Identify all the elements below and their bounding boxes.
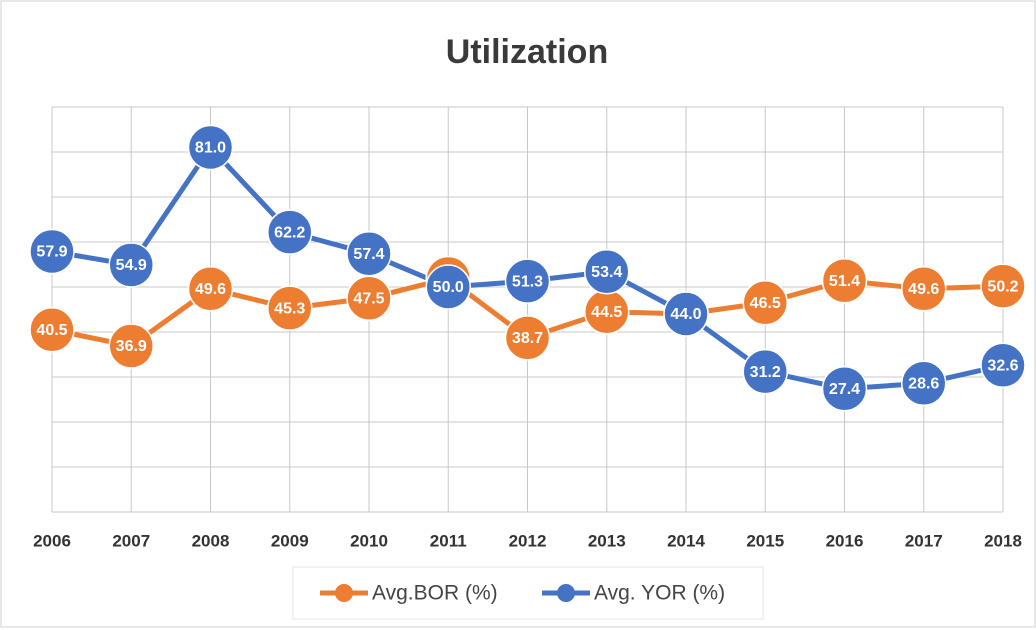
data-point: 57.9: [29, 228, 75, 275]
value-label: 49.6: [908, 281, 939, 298]
x-tick-label: 2008: [192, 531, 230, 550]
x-tick-label: 2015: [746, 531, 784, 550]
legend: [292, 566, 764, 620]
data-point: 51.4: [821, 257, 868, 304]
marker: [742, 280, 788, 326]
marker: [980, 342, 1026, 389]
marker: [187, 266, 234, 312]
legend-label: Avg.BOR (%): [372, 582, 498, 605]
value-label: 45.3: [274, 300, 305, 317]
value-label: 27.4: [829, 381, 860, 398]
marker: [267, 285, 313, 331]
data-point: 27.4: [821, 365, 868, 412]
marker: [821, 365, 868, 412]
data-point: 36.9: [108, 323, 154, 369]
data-point: 44.5: [584, 289, 630, 335]
value-label: 57.9: [36, 244, 67, 261]
x-tick-label: 2013: [588, 531, 626, 550]
marker: [584, 248, 630, 295]
marker: [108, 242, 154, 288]
value-label: 46.5: [750, 295, 781, 312]
marker: [346, 230, 392, 277]
data-point: 62.2: [267, 209, 313, 255]
data-point: 45.3: [267, 285, 313, 331]
x-tick-label: 2009: [271, 531, 309, 550]
marker: [663, 291, 709, 337]
data-point: 44.0: [663, 291, 709, 337]
value-label: 54.9: [116, 257, 147, 274]
marker: [187, 124, 234, 171]
marker: [901, 360, 947, 407]
data-point: 57.4: [346, 230, 392, 277]
value-label: 53.4: [591, 264, 622, 281]
value-label: 36.9: [116, 338, 147, 355]
data-point: 50.0: [425, 264, 471, 310]
x-tick-label: 2007: [112, 531, 150, 550]
data-point: 54.9: [108, 242, 154, 288]
marker: [267, 209, 313, 255]
marker: [901, 266, 947, 312]
x-tick-label: 2010: [350, 531, 388, 550]
legend-marker: [335, 584, 353, 602]
x-tick-label: 2014: [667, 531, 705, 550]
legend-label: Avg. YOR (%): [594, 582, 725, 605]
value-label: 81.0: [195, 140, 226, 157]
x-tick-label: 2011: [430, 531, 467, 550]
x-tick-label: 2018: [984, 531, 1022, 550]
value-label: 50.2: [987, 278, 1018, 295]
data-point: 46.5: [742, 280, 788, 326]
data-point: 49.6: [901, 266, 947, 312]
value-label: 57.4: [353, 246, 384, 263]
value-label: 50.0: [433, 279, 464, 296]
value-label: 31.2: [750, 364, 781, 381]
value-label: 49.6: [195, 281, 226, 298]
marker: [29, 228, 75, 275]
data-point: 51.3: [504, 258, 551, 304]
x-tick-label: 2006: [33, 531, 71, 550]
marker: [29, 307, 75, 353]
value-label: 32.6: [987, 358, 1018, 375]
data-point: 32.6: [980, 342, 1026, 389]
data-point: 53.4: [584, 248, 630, 295]
x-tick-label: 2017: [905, 531, 943, 550]
marker: [742, 348, 788, 395]
value-label: 28.6: [908, 376, 939, 393]
data-point: 81.0: [187, 124, 234, 171]
value-label: 38.7: [512, 330, 543, 347]
data-point: 38.7: [504, 315, 551, 361]
data-point: 49.6: [187, 266, 234, 312]
marker: [980, 263, 1026, 309]
value-label: 44.0: [670, 306, 701, 323]
value-label: 40.5: [36, 322, 67, 339]
value-label: 51.3: [512, 273, 543, 290]
marker: [504, 315, 551, 361]
value-label: 62.2: [274, 224, 305, 241]
data-point: 47.5: [346, 275, 392, 321]
value-label: 44.5: [591, 304, 622, 321]
marker: [821, 257, 868, 304]
marker: [504, 258, 551, 304]
data-point: 28.6: [901, 360, 947, 407]
data-point: 40.5: [29, 307, 75, 353]
chart-title: Utilization: [446, 33, 608, 71]
data-point: 50.2: [980, 263, 1026, 309]
data-point: 31.2: [742, 348, 788, 395]
value-label: 51.4: [829, 273, 860, 290]
legend-marker: [557, 584, 575, 602]
marker: [108, 323, 154, 369]
x-tick-label: 2016: [826, 531, 864, 550]
x-tick-label: 2012: [509, 531, 547, 550]
marker: [425, 264, 471, 310]
value-label: 47.5: [353, 290, 384, 307]
